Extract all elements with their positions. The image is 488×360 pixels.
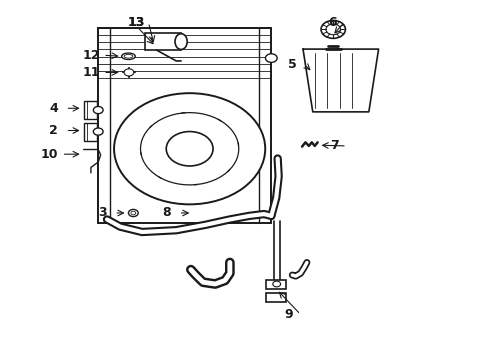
Text: 11: 11 bbox=[82, 66, 100, 79]
Circle shape bbox=[93, 128, 103, 135]
Circle shape bbox=[128, 210, 138, 217]
Ellipse shape bbox=[175, 34, 187, 49]
Text: 9: 9 bbox=[284, 308, 292, 321]
Text: 6: 6 bbox=[327, 16, 336, 29]
Bar bbox=[144, 33, 181, 50]
Ellipse shape bbox=[122, 53, 135, 59]
Circle shape bbox=[131, 211, 136, 215]
Bar bbox=[83, 101, 97, 119]
Bar bbox=[266, 280, 285, 289]
Text: 12: 12 bbox=[82, 49, 100, 62]
Circle shape bbox=[272, 281, 280, 287]
Ellipse shape bbox=[124, 54, 133, 58]
Text: 13: 13 bbox=[127, 16, 144, 29]
Text: 4: 4 bbox=[49, 102, 58, 115]
Bar bbox=[98, 28, 271, 223]
Circle shape bbox=[265, 54, 277, 62]
Text: 7: 7 bbox=[330, 139, 338, 152]
Polygon shape bbox=[303, 49, 378, 112]
Text: 10: 10 bbox=[41, 148, 58, 161]
Circle shape bbox=[321, 21, 345, 39]
Text: 13: 13 bbox=[127, 16, 144, 29]
Circle shape bbox=[325, 24, 340, 35]
Text: 8: 8 bbox=[162, 207, 170, 220]
Text: 2: 2 bbox=[49, 124, 58, 137]
Circle shape bbox=[124, 69, 134, 76]
Circle shape bbox=[114, 93, 264, 204]
Text: 5: 5 bbox=[287, 58, 296, 71]
Circle shape bbox=[166, 131, 213, 166]
Bar bbox=[266, 293, 285, 302]
Circle shape bbox=[93, 107, 103, 114]
Text: 3: 3 bbox=[98, 207, 106, 220]
Bar bbox=[83, 123, 97, 140]
